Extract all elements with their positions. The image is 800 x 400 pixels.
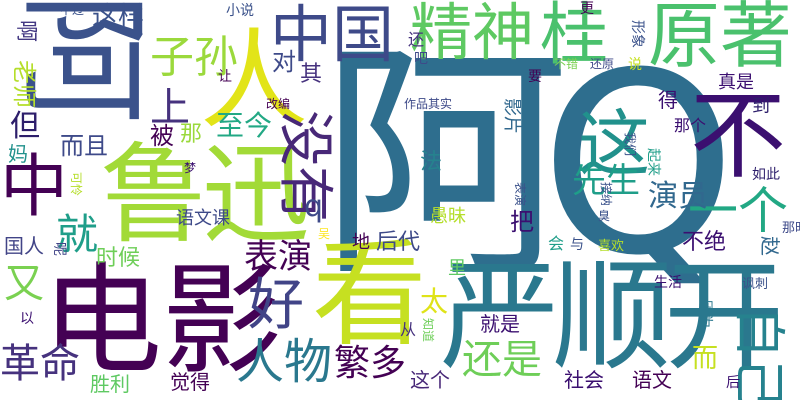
word-yanshunkai: 严顺开 [440,248,784,387]
word-xiansheng: 先生 [572,161,640,201]
word-shehui: 社会 [564,368,604,392]
word-yige: 一个 [688,182,788,240]
word-rang: 让 [218,69,232,85]
word-gui: 桂 [540,0,609,75]
word-ba: 把 [510,208,534,236]
word-yumei: 愚昧 [430,206,466,227]
word-shihou: 时候 [96,246,141,271]
word-bujue: 不绝 [682,230,727,255]
word-nage: 那个 [674,116,707,135]
word-zhao: 那时 [782,221,800,236]
word-hao: 好 [248,273,304,338]
word-yinwei: 因为 [697,300,713,328]
word-shuo: 说 [628,57,642,73]
word-hui: 会 [548,234,565,253]
word-woman: 我们 [623,132,637,157]
word-zisun: 子孙 [150,32,238,83]
word-shang: 上 [150,85,190,131]
word-kan: 看 [312,228,428,362]
word-haishi: 还是 [462,337,542,383]
word-na: 那 [180,122,203,147]
word-yi: 以 [20,311,34,327]
word-ma2: 吧 [414,51,428,67]
word-zhidao: 知道 [421,318,435,343]
word-hou: 讽刺 [742,277,769,292]
word-congle: 从 [400,320,417,339]
word-bei: 被 [150,122,174,150]
word-luxun: 鲁迅 [100,133,310,258]
word-ne: 呢 [51,242,67,256]
word-jingshen: 精神 [410,0,535,69]
word-guoren: 国人 [4,234,44,258]
word-di: 地 [352,232,370,253]
word-renwu: 人物 [236,334,333,390]
word-fengci: 赵 [758,236,782,256]
word-wu: 吴 [318,227,331,241]
word-wei: 后 [726,375,740,391]
word-zhong: 中 [0,148,69,227]
word-fanduo: 繁多 [334,343,407,384]
word-geming: 革命 [0,341,80,387]
word-de: 得 [658,88,678,112]
word-er: 而 [692,344,719,374]
word-qilai: 起来 [645,148,661,176]
word-geng: 更 [580,1,594,17]
word-buguo: 不过 [60,3,85,17]
word-tai: 太 [420,285,449,318]
word-yanyuan: 演员 [648,179,708,214]
word-erqie: 而且 [60,132,108,160]
word-jiena: 接纳 [599,182,613,207]
word-jiushi: 就是 [480,312,520,336]
word-meng: 梦 [184,161,197,175]
word-dao: 到 [752,96,770,117]
word-dan: 但 [10,109,40,144]
word-li: 里 [448,258,466,279]
word-yu: 与 [570,237,584,253]
word-keling: 可怜 [69,172,83,197]
word-shenghuo: 生活 [654,275,682,291]
word-xihuan: 喜欢 [598,239,625,254]
word-zhenshi: 真是 [718,72,754,93]
word-ren: 人 [200,19,309,144]
word-ma: 妈 [8,142,28,166]
word-yao: 要 [528,69,542,85]
word-jiu: 就 [56,210,99,259]
word-huan: 还 [408,30,425,49]
word-zuopin: 作品其实 [404,97,453,111]
word-xingxiang: 形象 [629,20,645,48]
word-biaoyan: 表演 [244,237,312,277]
word-a2: 啊 [13,20,38,43]
word-naishi: 如此 [752,167,780,183]
word-yuanzhu: 原著 [648,0,793,78]
word-zhe: 这 [578,102,651,186]
word-laoshi: 老师 [10,60,38,108]
word-fa: 法 [420,150,443,175]
word-dianying: 电影 [42,252,282,391]
word-houdai: 后代 [376,230,421,255]
word-shengli: 胜利 [90,372,130,396]
word-zhejin: 至今 [216,109,273,142]
word-bu: 不 [690,80,786,192]
word-yuwenke: 语文课 [176,208,230,229]
word-juede: 觉得 [170,370,210,394]
word-aq: 阿Q [320,19,737,310]
word-ruci: 表演 [513,182,527,207]
word-buhuo: 不错 [554,57,579,71]
word-zheyang: 这样 [92,2,145,32]
word-qx: q [304,189,324,224]
word-zhongguo: 中国 [270,0,395,71]
word-dui: 对 [272,48,296,76]
word-yuwen: 语文 [632,368,672,392]
word-gaibian: 改编 [266,97,291,111]
word-biaoxian: 臭 [598,209,611,223]
word-huanyuan: 还原 [590,57,615,71]
word-yingpian: 影片 [501,98,522,134]
word-qi: 其 [300,62,323,87]
word-xiaoshuo: 小说 [226,3,254,19]
word-you: 又 [4,261,44,307]
word-zhege: 这个 [410,368,450,392]
